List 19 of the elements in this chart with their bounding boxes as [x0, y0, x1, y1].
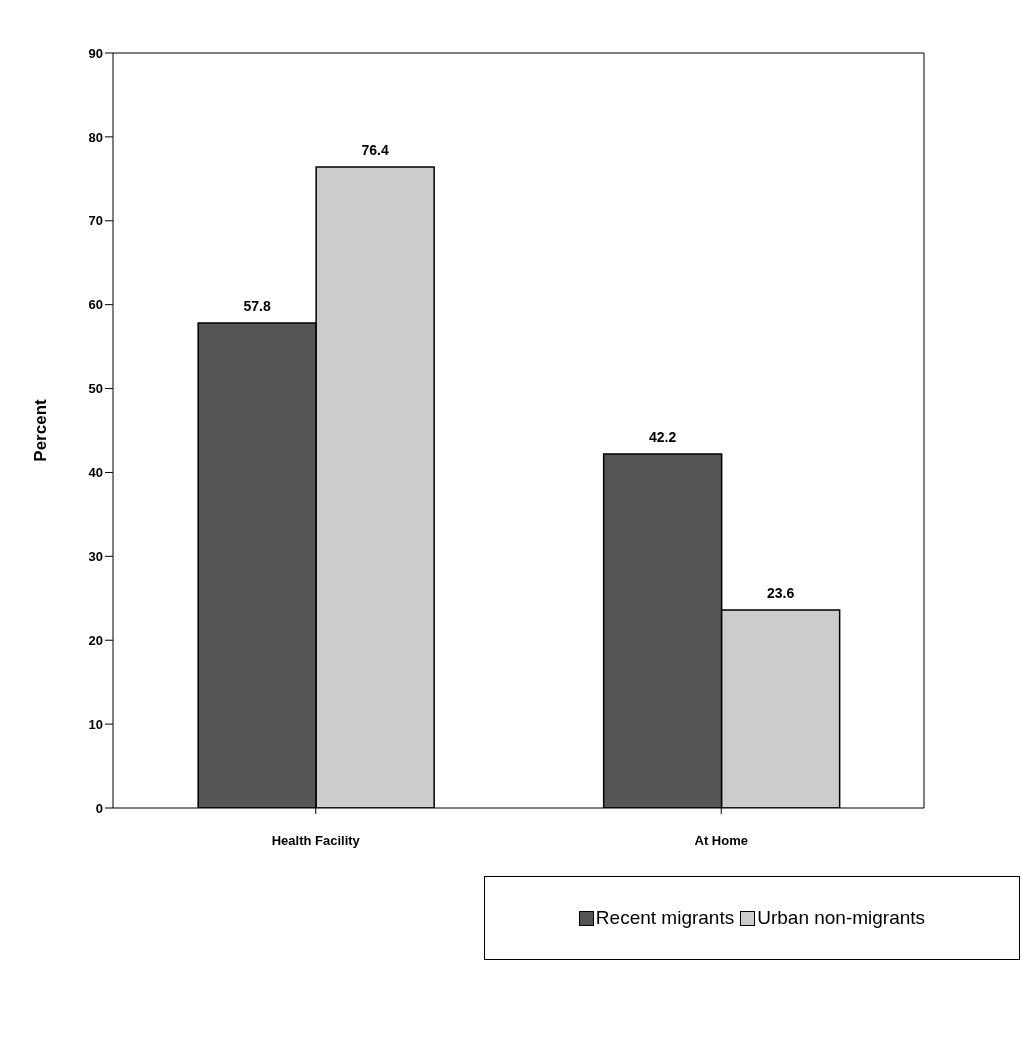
x-tick-label: Health Facility: [271, 833, 361, 849]
y-tick-label: 70: [88, 213, 103, 229]
y-tick-label: 80: [88, 129, 103, 145]
y-axis-title: Percent: [31, 398, 51, 462]
y-tick-label: 40: [88, 465, 103, 481]
data-label: 76.4: [361, 142, 389, 159]
y-tick-label: 90: [88, 45, 103, 61]
y-tick-label: 60: [88, 297, 103, 313]
y-tick-label: 30: [88, 548, 103, 564]
data-label: 57.8: [243, 298, 271, 315]
legend-label: Urban non-migrants: [757, 907, 926, 929]
y-tick-label: 50: [88, 381, 103, 397]
y-tick-label: 10: [88, 716, 103, 732]
data-label: 23.6: [767, 585, 795, 602]
y-tick-label: 20: [88, 632, 103, 648]
legend-label: Recent migrants: [595, 907, 735, 929]
data-label: 42.2: [649, 428, 677, 445]
x-tick-label: At Home: [694, 833, 748, 849]
y-tick-label: 0: [95, 800, 103, 816]
